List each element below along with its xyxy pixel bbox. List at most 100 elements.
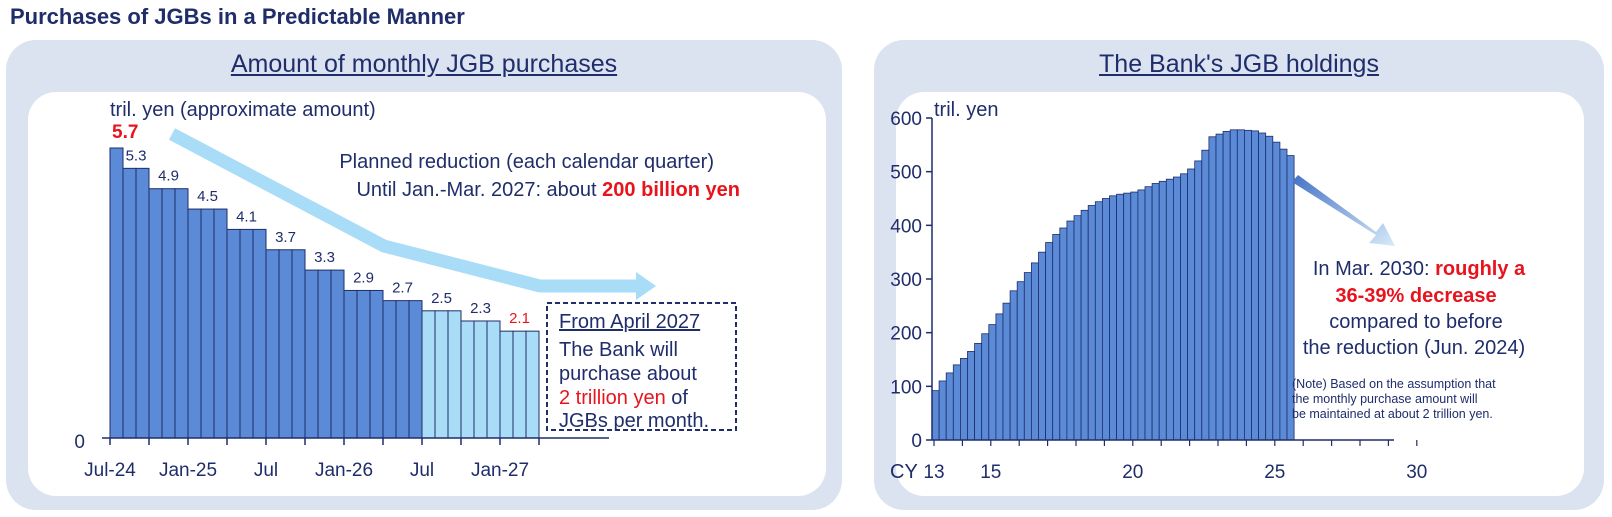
holdings-bar: [952, 364, 961, 441]
purchase-bar: [447, 310, 462, 439]
purchase-bar: [317, 269, 332, 439]
decrease-arrow-icon: [1292, 175, 1395, 246]
purchase-bar: [265, 249, 280, 439]
purchase-bar: [473, 320, 488, 439]
holdings-bar: [1144, 186, 1153, 441]
purchase-bar: [226, 228, 241, 439]
holdings-bar: [1080, 209, 1089, 441]
purchase-bar: [148, 188, 163, 439]
holdings-bar: [1222, 131, 1231, 441]
purchase-bar: [512, 330, 527, 439]
holdings-bar: [1236, 129, 1245, 441]
purchase-bar: [408, 300, 423, 439]
holdings-bar: [967, 351, 975, 441]
holdings-x-tick-label: 13: [923, 462, 944, 483]
holdings-x-tick-labels: 13 15 20 25 30: [923, 462, 1427, 483]
holdings-bar: [1172, 176, 1181, 441]
holdings-bar: [1087, 205, 1096, 441]
purchase-bar: [291, 249, 306, 439]
holdings-bar: [1038, 251, 1046, 441]
holdings-unit-label: tril. yen: [934, 99, 998, 121]
box-title: From April 2027: [559, 311, 700, 333]
decrease-annot-line1: In Mar. 2030: roughly a: [1313, 258, 1526, 280]
holdings-bar: [1073, 215, 1082, 441]
holdings-bar: [1052, 234, 1061, 441]
purchase-bar: [343, 289, 358, 439]
reduction-arrow-head-icon: [636, 272, 656, 300]
holdings-bar: [981, 333, 990, 441]
holdings-x-tick-label: 30: [1406, 462, 1427, 483]
holdings-bar: [960, 358, 968, 441]
purchase-bar: [330, 269, 345, 439]
holdings-bar: [1279, 148, 1288, 441]
reduction-annotation-highlight: 200 billion yen: [602, 179, 740, 201]
note-line3: be maintained at about 2 trillion yen.: [1292, 407, 1493, 421]
purchase-value-label: 5.3: [126, 147, 147, 164]
holdings-bar: [1229, 129, 1238, 441]
decrease-annot-line2: 36-39% decrease: [1335, 285, 1496, 307]
holdings-bar: [945, 372, 954, 441]
purchase-bar: [460, 320, 475, 439]
holdings-bar: [1158, 180, 1167, 441]
purchase-bar: [421, 310, 436, 439]
holdings-y-tick-label: 100: [890, 377, 922, 398]
purchase-bar: [122, 167, 137, 439]
purchase-x-tick-label: Jul-24: [84, 460, 136, 481]
purchase-bar: [174, 188, 189, 439]
holdings-bar: [1272, 141, 1281, 441]
purchase-bar: [434, 310, 449, 439]
box-line4: JGBs per month.: [559, 410, 709, 432]
reduction-annotation-prefix: Until Jan.-Mar. 2027: about: [356, 179, 602, 201]
purchase-value-label: 2.3: [470, 300, 491, 317]
holdings-y-tick-label: 300: [890, 270, 922, 291]
purchase-bar: [382, 300, 397, 439]
purchase-bar: [369, 289, 384, 439]
purchase-bar: [356, 289, 371, 439]
holdings-bar: [1180, 173, 1188, 441]
purchase-value-label: 4.9: [158, 168, 179, 185]
holdings-bars: [931, 129, 1295, 441]
holdings-y-tick-label: 600: [890, 109, 922, 130]
cy-label: CY: [890, 461, 918, 483]
purchase-bar: [187, 208, 202, 439]
holdings-bar: [931, 390, 940, 441]
jgb-holdings-panel: The Bank's JGB holdings 0 100 200 300 400 500…: [874, 40, 1604, 510]
holdings-bar: [1016, 281, 1025, 441]
purchase-bar: [304, 269, 319, 439]
purchase-value-label: 2.9: [353, 269, 374, 286]
holdings-bar: [1116, 193, 1125, 441]
purchase-value-label: 2.7: [392, 280, 413, 297]
holdings-bar: [1165, 178, 1174, 441]
purchase-value-label: 4.1: [236, 208, 257, 225]
note-line2: the monthly purchase amount will: [1292, 392, 1478, 406]
holdings-bar: [1123, 192, 1132, 441]
holdings-y-tick-labels: 0 100 200 300 400 500 600: [890, 109, 922, 452]
purchase-bar: [525, 330, 540, 439]
purchase-value-label: 2.5: [431, 290, 452, 307]
holdings-bar: [1023, 272, 1032, 441]
reduction-arrow-icon: [168, 128, 636, 293]
purchase-bar: [395, 300, 410, 439]
monthly-purchases-title: Amount of monthly JGB purchases: [230, 50, 618, 78]
purchase-x-tick-label: Jul: [410, 460, 434, 481]
holdings-y-tick-label: 0: [911, 431, 922, 452]
note-line1: (Note) Based on the assumption that: [1292, 377, 1496, 391]
holdings-bar: [974, 342, 983, 441]
holdings-bar: [1187, 168, 1196, 441]
from-april-box: [546, 302, 737, 431]
decrease-annot-line3: compared to before: [1329, 311, 1502, 333]
holdings-bar: [1059, 227, 1068, 441]
box-line2: purchase about: [559, 363, 697, 385]
purchase-x-tick-label: Jul: [254, 460, 278, 481]
decrease-annot-highlight1: roughly a: [1435, 258, 1526, 280]
holdings-x-tick-label: 25: [1264, 462, 1285, 483]
purchase-value-label: 3.7: [275, 229, 296, 246]
first-value-label: 5.7: [112, 122, 138, 143]
decrease-annot-prefix: In Mar. 2030:: [1313, 258, 1435, 280]
jgb-holdings-chart: 0 100 200 300 400 500 600 13 15 20 25 30 tril. yen…: [890, 99, 1526, 483]
box-line3-highlight: 2 trillion yen: [559, 387, 666, 409]
holdings-y-tick-label: 200: [890, 324, 922, 345]
purchase-x-tick-label: Jan-25: [159, 460, 217, 481]
holdings-bar: [1101, 198, 1110, 441]
holdings-bar: [938, 380, 947, 441]
